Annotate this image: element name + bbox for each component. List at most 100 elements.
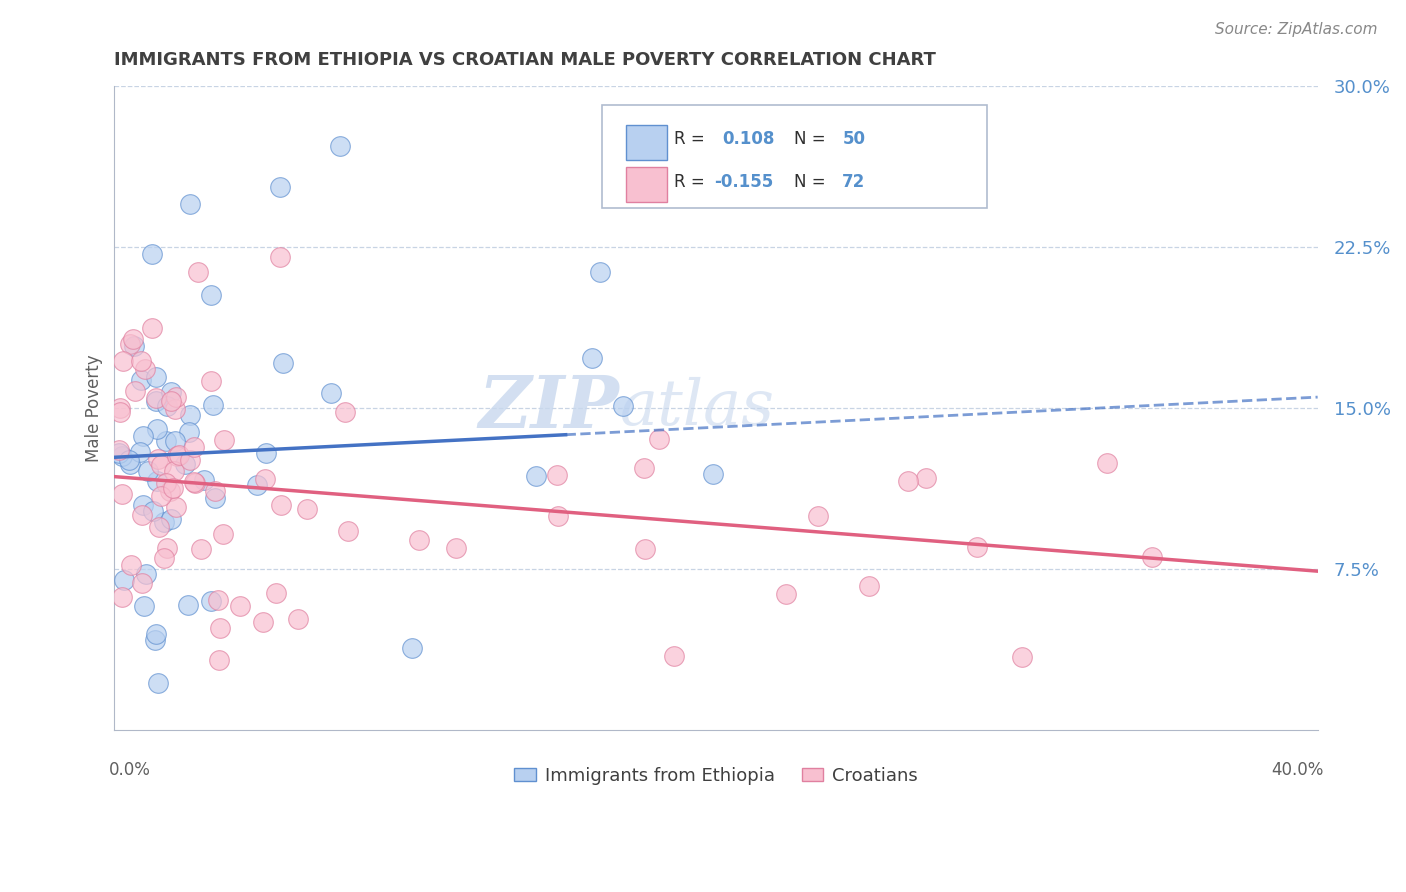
Point	[146, 676, 169, 690]
Point	[153, 551, 176, 566]
FancyBboxPatch shape	[602, 105, 987, 208]
Point	[807, 508, 830, 523]
Point	[246, 478, 269, 492]
Point	[112, 573, 135, 587]
Text: 50: 50	[842, 130, 865, 148]
Point	[141, 320, 163, 334]
Point	[401, 640, 423, 655]
Point	[156, 541, 179, 555]
Point	[159, 484, 181, 499]
Point	[1011, 650, 1033, 665]
Point	[212, 434, 235, 448]
Point	[1097, 456, 1119, 470]
Point	[111, 353, 134, 368]
Point	[207, 593, 229, 607]
Point	[333, 405, 356, 419]
Point	[329, 138, 352, 153]
Point	[524, 469, 547, 483]
Point	[131, 576, 153, 591]
Point	[132, 498, 155, 512]
Point	[271, 356, 294, 370]
Point	[177, 598, 200, 612]
Point	[131, 429, 153, 443]
Point	[179, 408, 201, 422]
Text: Source: ZipAtlas.com: Source: ZipAtlas.com	[1215, 22, 1378, 37]
Point	[141, 246, 163, 260]
Point	[111, 449, 134, 463]
FancyBboxPatch shape	[626, 168, 666, 202]
Point	[633, 460, 655, 475]
Text: 0.0%: 0.0%	[108, 762, 150, 780]
Text: atlas: atlas	[620, 377, 775, 439]
Point	[129, 373, 152, 387]
Point	[146, 475, 169, 489]
Point	[163, 402, 186, 417]
Point	[136, 464, 159, 478]
Point	[252, 615, 274, 630]
Point	[134, 362, 156, 376]
Point	[183, 475, 205, 490]
Point	[120, 558, 142, 573]
Point	[146, 452, 169, 467]
Point	[321, 385, 343, 400]
Point	[167, 448, 190, 462]
Point	[162, 481, 184, 495]
Point	[142, 504, 165, 518]
Point	[108, 442, 131, 457]
Point	[165, 391, 187, 405]
Point	[702, 467, 724, 482]
Point	[287, 612, 309, 626]
Point	[111, 487, 134, 501]
Point	[124, 384, 146, 399]
Point	[634, 542, 657, 557]
Text: R =: R =	[673, 172, 710, 191]
Point	[201, 398, 224, 412]
Point	[179, 425, 201, 439]
Point	[183, 440, 205, 454]
Point	[269, 251, 291, 265]
Text: -0.155: -0.155	[714, 172, 773, 191]
Point	[145, 394, 167, 409]
Point	[915, 471, 938, 485]
Point	[858, 579, 880, 593]
Point	[143, 633, 166, 648]
Point	[156, 399, 179, 413]
Y-axis label: Male Poverty: Male Poverty	[86, 354, 103, 462]
Point	[129, 354, 152, 368]
Point	[163, 434, 186, 449]
Point	[229, 599, 252, 613]
Point	[264, 586, 287, 600]
Point	[160, 394, 183, 409]
Point	[775, 587, 797, 601]
Point	[145, 627, 167, 641]
Text: ZIP: ZIP	[479, 372, 620, 443]
Point	[408, 533, 430, 548]
Point	[254, 446, 277, 460]
Point	[135, 566, 157, 581]
Point	[155, 434, 177, 448]
Point	[132, 599, 155, 613]
Point	[647, 432, 669, 446]
Point	[122, 339, 145, 353]
Point	[179, 453, 201, 467]
Point	[152, 516, 174, 530]
Point	[187, 265, 209, 279]
Point	[118, 453, 141, 467]
Point	[122, 332, 145, 346]
Text: N =: N =	[794, 172, 831, 191]
Point	[336, 524, 359, 539]
Point	[108, 445, 131, 459]
FancyBboxPatch shape	[626, 125, 666, 160]
Point	[179, 196, 201, 211]
Point	[131, 508, 153, 523]
Text: R =: R =	[673, 130, 710, 148]
Point	[253, 473, 276, 487]
Point	[190, 541, 212, 556]
Point	[160, 384, 183, 399]
Point	[165, 500, 187, 515]
Point	[150, 489, 173, 503]
Point	[546, 467, 568, 482]
Text: 0.108: 0.108	[723, 130, 775, 148]
Point	[1140, 549, 1163, 564]
Point	[897, 474, 920, 488]
